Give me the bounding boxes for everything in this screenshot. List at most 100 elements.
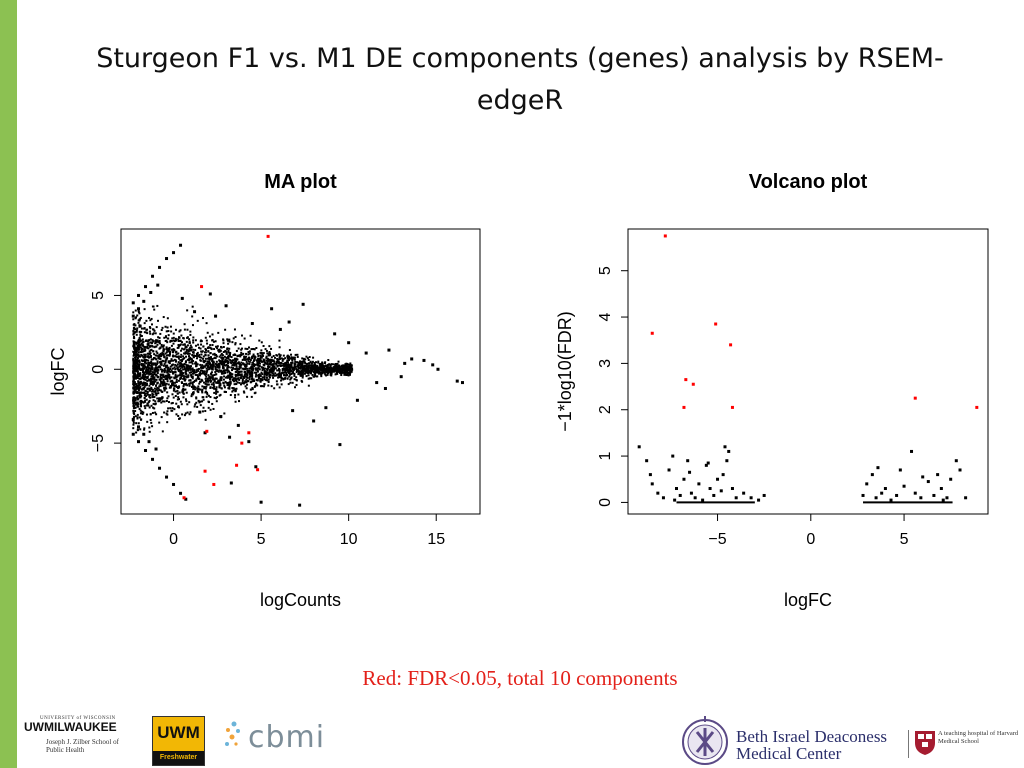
ma-cloud-point — [267, 354, 270, 357]
ma-cloud-point — [170, 330, 173, 333]
ma-cloud-point — [138, 367, 141, 370]
ma-cloud-point — [342, 364, 345, 367]
ma-cloud-point — [133, 367, 136, 370]
ma-cloud-point — [223, 390, 226, 393]
ma-cloud-point — [135, 366, 138, 369]
ma-cloud-point — [272, 370, 275, 373]
ma-cloud-point — [250, 357, 253, 360]
ma-cloud-point — [210, 383, 213, 386]
ma-cloud-point — [174, 355, 177, 358]
ma-cloud-point — [231, 387, 234, 390]
ma-cloud-point — [242, 376, 245, 379]
ma-cloud-point — [263, 373, 266, 376]
ma-cloud-point — [164, 340, 167, 343]
ma-cloud-point — [240, 363, 243, 366]
ma-cloud-point — [214, 371, 217, 374]
ma-cloud-point — [234, 394, 237, 397]
ma-cloud-point — [292, 357, 295, 360]
ma-cloud-point — [259, 377, 262, 380]
ma-cloud-point — [168, 352, 171, 355]
ma-cloud-point — [169, 370, 172, 373]
ma-cloud-point — [137, 342, 140, 345]
ma-cloud-point — [232, 354, 235, 357]
chart0-significant-point — [256, 468, 260, 472]
ma-cloud-point — [199, 380, 202, 383]
ma-cloud-point — [218, 364, 221, 367]
ma-cloud-point — [212, 353, 215, 356]
chart1-data-point — [721, 473, 725, 477]
chart0-data-point — [431, 363, 435, 367]
ma-cloud-point — [137, 311, 140, 314]
ma-cloud-point — [260, 349, 263, 352]
ma-cloud-point — [191, 353, 194, 356]
ma-cloud-point — [228, 347, 231, 350]
ma-cloud-point — [133, 372, 136, 375]
ma-cloud-point — [154, 369, 157, 372]
ma-cloud-point — [146, 365, 149, 368]
chart1-data-point — [667, 468, 671, 472]
ma-cloud-point — [295, 379, 298, 382]
ma-cloud-point — [237, 372, 240, 375]
ma-cloud-point — [227, 381, 230, 384]
ma-cloud-point — [223, 369, 226, 372]
ma-cloud-point — [263, 375, 266, 378]
ma-cloud-point — [184, 361, 187, 364]
ma-cloud-point — [177, 414, 180, 417]
ma-cloud-point — [153, 329, 156, 332]
ma-cloud-point — [191, 305, 194, 308]
ma-cloud-point — [246, 373, 249, 376]
ma-cloud-point — [294, 360, 297, 363]
ma-cloud-point — [145, 331, 148, 334]
ma-cloud-point — [221, 365, 224, 368]
ma-cloud-point — [132, 421, 135, 424]
chart0-data-point — [208, 292, 212, 296]
ma-cloud-point — [229, 380, 232, 383]
ma-cloud-point — [245, 387, 248, 390]
ma-cloud-point — [133, 396, 136, 399]
ma-cloud-point — [230, 373, 233, 376]
ma-cloud-point — [168, 346, 171, 349]
ma-cloud-point — [173, 371, 176, 374]
ma-cloud-point — [147, 347, 150, 350]
ma-cloud-point — [201, 367, 204, 370]
ma-cloud-point — [163, 348, 166, 351]
ma-cloud-point — [144, 390, 147, 393]
ma-cloud-point — [154, 363, 157, 366]
ma-cloud-point — [343, 370, 346, 373]
ma-cloud-point — [137, 380, 140, 383]
ma-cloud-point — [220, 372, 223, 375]
ma-cloud-point — [316, 364, 319, 367]
ma-cloud-point — [172, 350, 175, 353]
ma-cloud-point — [166, 341, 169, 344]
ma-cloud-point — [223, 355, 226, 358]
ma-cloud-point — [204, 391, 207, 394]
chart0-data-point — [333, 332, 337, 336]
ma-cloud-point — [261, 373, 264, 376]
ma-cloud-point — [313, 364, 316, 367]
ma-cloud-point — [295, 383, 298, 386]
chart0-data-point — [165, 257, 169, 261]
ma-cloud-point — [182, 343, 185, 346]
harvard-shield-icon — [915, 731, 935, 755]
ma-cloud-point — [211, 344, 214, 347]
ma-cloud-point — [285, 372, 288, 375]
ma-cloud-point — [141, 347, 144, 350]
ma-cloud-point — [145, 370, 148, 373]
ma-cloud-point — [215, 388, 218, 391]
ma-cloud-point — [201, 379, 204, 382]
ma-cloud-point — [304, 368, 307, 371]
ma-cloud-point — [270, 356, 273, 359]
chart0-data-point — [165, 475, 169, 479]
ma-cloud-point — [204, 374, 207, 377]
ma-cloud-point — [149, 418, 152, 421]
ma-cloud-point — [143, 397, 146, 400]
ma-cloud-point — [137, 422, 140, 425]
ma-cloud-point — [179, 329, 182, 332]
ma-cloud-point — [135, 391, 138, 394]
chart0-x-axis-label: logCounts — [260, 590, 341, 610]
chart0-data-point — [254, 465, 258, 469]
ma-cloud-point — [222, 367, 225, 370]
ma-cloud-point — [202, 355, 205, 358]
ma-cloud-point — [180, 373, 183, 376]
ma-cloud-point — [173, 366, 176, 369]
